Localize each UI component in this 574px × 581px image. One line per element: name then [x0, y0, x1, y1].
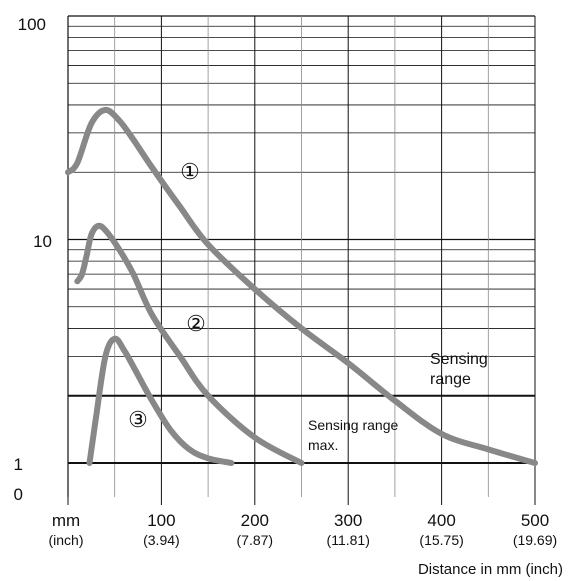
annotation-sensing-range-max: max.	[308, 437, 338, 453]
series-label: ①	[180, 159, 200, 184]
annotations: Sensing range Sensing range max.	[308, 351, 488, 453]
x-tick-label: 200	[241, 511, 269, 530]
x-tick-label-inch: (19.69)	[513, 532, 557, 548]
x-tick-label-inch: (inch)	[48, 532, 83, 548]
x-tick-labels: mm (inch) 100 (3.94) 200 (7.87) 300 (11.81) 400 (…	[48, 511, 557, 548]
axes	[67, 16, 536, 505]
y-tick-label: 1	[14, 455, 23, 474]
y-tick-label: 100	[18, 15, 46, 34]
x-tick-label-inch: (15.75)	[419, 532, 463, 548]
x-tick-label-inch: (7.87)	[237, 532, 274, 548]
x-axis-title: Distance in mm (inch)	[418, 561, 563, 578]
x-tick-label: mm	[52, 511, 80, 530]
y-tick-label: 10	[33, 232, 52, 251]
annotation-sensing-range-max: Sensing range	[308, 417, 399, 433]
y-tick-labels: 100 10 1 0	[14, 15, 52, 504]
series-line	[86, 335, 235, 466]
x-tick-label-inch: (11.81)	[327, 532, 370, 548]
x-tick-label: 300	[334, 511, 362, 530]
x-tick-label-inch: (3.94)	[143, 532, 180, 548]
series-labels: ① ② ③	[128, 159, 206, 432]
y-tick-label: 0	[14, 485, 23, 504]
series-line	[65, 106, 538, 466]
x-tick-label: 400	[427, 511, 455, 530]
series-label: ②	[186, 311, 206, 336]
series-line	[74, 222, 305, 466]
series-curves	[65, 106, 538, 466]
x-tick-label: 500	[521, 511, 549, 530]
x-tick-label: 100	[147, 511, 175, 530]
series-label: ③	[128, 407, 148, 432]
grid	[68, 15, 536, 497]
annotation-sensing-range: range	[430, 371, 471, 388]
annotation-sensing-range: Sensing	[430, 351, 488, 368]
